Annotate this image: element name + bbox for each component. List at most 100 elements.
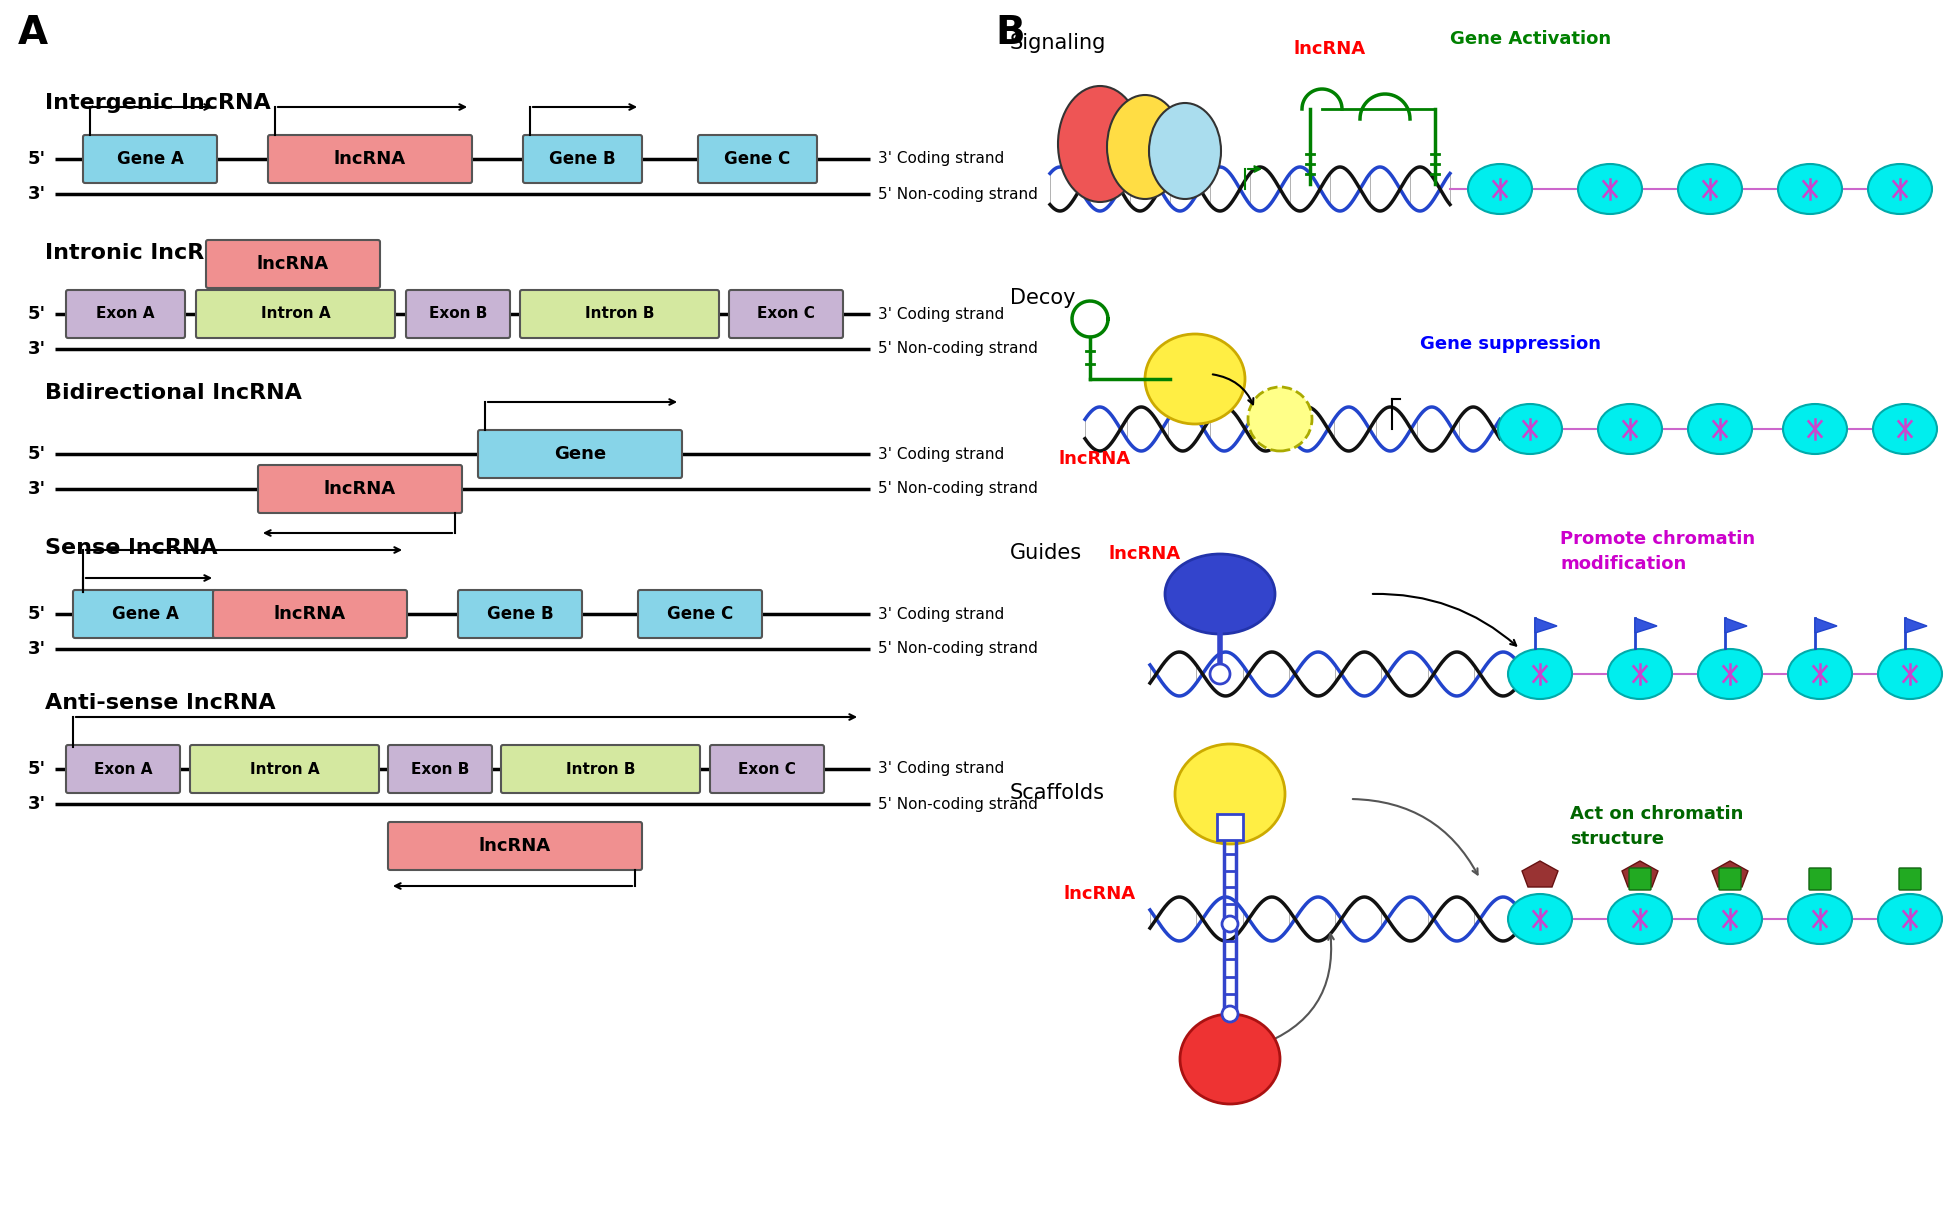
Text: 3': 3' — [27, 480, 47, 499]
Text: Exon A: Exon A — [94, 762, 152, 777]
Text: lncRNA: lncRNA — [257, 255, 330, 273]
Ellipse shape — [1059, 87, 1143, 202]
Text: Intron A: Intron A — [261, 306, 330, 322]
Text: 5': 5' — [27, 150, 47, 168]
Text: 3' Coding strand: 3' Coding strand — [878, 607, 1004, 622]
Ellipse shape — [1698, 894, 1763, 944]
FancyBboxPatch shape — [638, 590, 762, 638]
Text: B: B — [994, 13, 1024, 52]
FancyBboxPatch shape — [710, 745, 825, 794]
Text: Signaling: Signaling — [1010, 33, 1106, 52]
FancyBboxPatch shape — [66, 745, 179, 794]
Text: Bidirectional lncRNA: Bidirectional lncRNA — [45, 383, 302, 403]
Ellipse shape — [1878, 649, 1942, 698]
Text: lncRNA: lncRNA — [1110, 545, 1182, 563]
Text: Exon C: Exon C — [757, 306, 815, 322]
FancyBboxPatch shape — [66, 290, 185, 338]
FancyBboxPatch shape — [388, 822, 642, 870]
FancyBboxPatch shape — [523, 135, 642, 183]
Polygon shape — [1634, 618, 1658, 633]
Ellipse shape — [1108, 95, 1184, 199]
Text: structure: structure — [1570, 830, 1663, 848]
Polygon shape — [1726, 618, 1747, 633]
FancyBboxPatch shape — [267, 135, 472, 183]
Text: Gene: Gene — [554, 445, 606, 463]
FancyBboxPatch shape — [72, 590, 216, 638]
Text: 3': 3' — [27, 340, 47, 358]
Ellipse shape — [1597, 403, 1661, 453]
Text: Gene suppression: Gene suppression — [1420, 335, 1601, 354]
Polygon shape — [1535, 618, 1556, 633]
Text: Gene A: Gene A — [111, 605, 179, 623]
Text: Gene B: Gene B — [550, 150, 616, 168]
Circle shape — [1223, 915, 1238, 933]
Text: 3' Coding strand: 3' Coding strand — [878, 762, 1004, 777]
Polygon shape — [1523, 861, 1558, 887]
Polygon shape — [1815, 618, 1837, 633]
FancyBboxPatch shape — [388, 745, 491, 794]
FancyBboxPatch shape — [1810, 868, 1831, 890]
Text: 5' Non-coding strand: 5' Non-coding strand — [878, 796, 1037, 812]
FancyBboxPatch shape — [189, 745, 378, 794]
Text: Gene C: Gene C — [723, 150, 790, 168]
Ellipse shape — [1507, 894, 1572, 944]
Text: 5' Non-coding strand: 5' Non-coding strand — [878, 482, 1037, 496]
Ellipse shape — [1679, 165, 1741, 215]
FancyBboxPatch shape — [1628, 868, 1652, 890]
Text: lncRNA: lncRNA — [1295, 40, 1367, 59]
FancyBboxPatch shape — [1899, 868, 1921, 890]
FancyBboxPatch shape — [1720, 868, 1741, 890]
FancyBboxPatch shape — [406, 290, 511, 338]
Text: Intron A: Intron A — [250, 762, 320, 777]
Text: A: A — [18, 13, 49, 52]
FancyBboxPatch shape — [478, 430, 682, 478]
FancyBboxPatch shape — [729, 290, 842, 338]
FancyBboxPatch shape — [1217, 814, 1242, 840]
Ellipse shape — [1788, 649, 1852, 698]
Text: 5' Non-coding strand: 5' Non-coding strand — [878, 187, 1037, 201]
Polygon shape — [1622, 861, 1658, 887]
Text: 5' Non-coding strand: 5' Non-coding strand — [878, 341, 1037, 356]
FancyBboxPatch shape — [698, 135, 817, 183]
Text: lncRNA: lncRNA — [1065, 885, 1137, 903]
Text: Decoy: Decoy — [1010, 288, 1076, 308]
Text: 5': 5' — [27, 445, 47, 463]
FancyBboxPatch shape — [458, 590, 581, 638]
Text: Promote chromatin: Promote chromatin — [1560, 530, 1755, 549]
FancyBboxPatch shape — [207, 240, 380, 288]
Text: lncRNA: lncRNA — [324, 480, 396, 499]
Text: Sense lncRNA: Sense lncRNA — [45, 538, 218, 558]
Ellipse shape — [1878, 894, 1942, 944]
Text: 5': 5' — [27, 759, 47, 778]
Ellipse shape — [1698, 649, 1763, 698]
Ellipse shape — [1868, 165, 1932, 215]
Text: 5': 5' — [27, 305, 47, 323]
Ellipse shape — [1609, 649, 1671, 698]
Text: Intron B: Intron B — [585, 306, 655, 322]
FancyBboxPatch shape — [197, 290, 396, 338]
Ellipse shape — [1788, 894, 1852, 944]
Text: 3' Coding strand: 3' Coding strand — [878, 151, 1004, 167]
Ellipse shape — [1149, 102, 1221, 199]
Ellipse shape — [1578, 165, 1642, 215]
Text: Gene B: Gene B — [488, 605, 554, 623]
FancyBboxPatch shape — [213, 590, 408, 638]
Ellipse shape — [1874, 403, 1936, 453]
Text: 3': 3' — [27, 185, 47, 204]
Ellipse shape — [1180, 1014, 1279, 1104]
Circle shape — [1248, 386, 1312, 451]
Text: 3' Coding strand: 3' Coding strand — [878, 446, 1004, 462]
Text: Exon C: Exon C — [737, 762, 796, 777]
Ellipse shape — [1782, 403, 1847, 453]
Ellipse shape — [1176, 744, 1285, 844]
Text: 3' Coding strand: 3' Coding strand — [878, 306, 1004, 322]
Ellipse shape — [1164, 553, 1275, 634]
Ellipse shape — [1778, 165, 1843, 215]
Text: modification: modification — [1560, 555, 1687, 573]
Text: lncRNA: lncRNA — [333, 150, 406, 168]
Circle shape — [1211, 664, 1230, 684]
FancyBboxPatch shape — [84, 135, 216, 183]
FancyBboxPatch shape — [521, 290, 720, 338]
Circle shape — [1223, 1006, 1238, 1022]
Text: Anti-sense lncRNA: Anti-sense lncRNA — [45, 692, 275, 713]
